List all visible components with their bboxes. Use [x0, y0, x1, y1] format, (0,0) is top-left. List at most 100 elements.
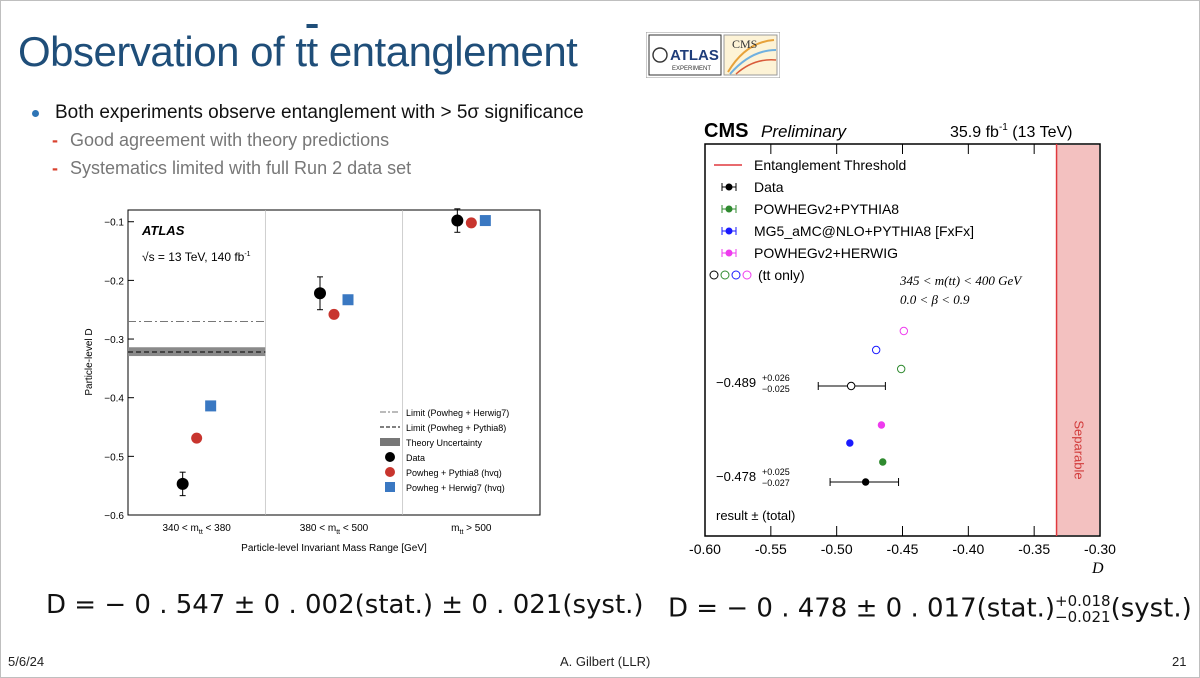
atlas-legend-label: Powheg + Herwig7 (hvq)	[406, 483, 505, 493]
dash-icon: -	[52, 157, 58, 178]
footer-page: 21	[1172, 654, 1187, 669]
subbullet-2: - Systematics limited with full Run 2 dat…	[32, 154, 672, 182]
cms-plot-frame	[704, 143, 1101, 537]
cms-legend-swatch	[725, 205, 733, 213]
atlas-energy-sup: -1	[244, 251, 250, 258]
atlas-ytick-label: −0.2	[104, 276, 124, 287]
cms-filled-point	[877, 421, 886, 429]
cms-legend-label: POWHEGv2+PYTHIA8	[754, 201, 899, 217]
atlas-point-data	[176, 477, 189, 490]
atlas-energy: √s = 13 TeV, 140 fb-1	[142, 250, 251, 264]
atlas-point-pythia8	[465, 217, 477, 229]
experiment-logos: ATLAS EXPERIMENT CMS	[646, 32, 780, 78]
equation-cms-syst-range: +0.018 −0.021	[1055, 593, 1111, 625]
cms-filled-point	[846, 439, 854, 447]
atlas-logo-text: ATLAS	[670, 47, 719, 64]
equation-cms-tail: (syst.)	[1110, 593, 1192, 624]
atlas-ytick-label: −0.5	[104, 452, 124, 463]
atlas-legend-swatch	[385, 452, 395, 462]
cms-result-up: +0.026	[762, 373, 790, 383]
atlas-ytick-label: −0.1	[104, 218, 124, 229]
cms-xtick-label: -0.45	[887, 541, 919, 557]
cms-legend-swatch	[725, 249, 733, 257]
cms-lumi-sup: -1	[999, 122, 1008, 133]
atlas-point-data	[451, 214, 464, 227]
atlas-xtick-label: 340 < mtt < 380	[162, 523, 231, 536]
slide-title: Observation of tt entanglement	[18, 28, 578, 76]
atlas-ytick-label: −0.3	[104, 335, 124, 346]
atlas-legend-label: Data	[406, 453, 425, 463]
cms-legend-label: Data	[754, 179, 784, 195]
title-pre: Observation of t	[18, 28, 307, 75]
cms-open-point	[899, 326, 909, 336]
title-post: entanglement	[317, 28, 578, 75]
cms-result-value: −0.478	[716, 469, 756, 484]
atlas-figure-icon	[652, 47, 668, 63]
cms-legend-open-swatch	[742, 270, 752, 280]
atlas-point-herwig7	[342, 294, 354, 306]
atlas-energy-text: √s = 13 TeV, 140 fb	[142, 250, 245, 264]
cms-result-value: −0.489	[716, 375, 756, 390]
equation-atlas: D = − 0 . 547 ± 0 . 002(stat.) ± 0 . 021…	[46, 590, 644, 620]
atlas-legend-label: Theory Uncertainty	[406, 438, 483, 448]
cms-label-sub: Preliminary	[761, 122, 848, 141]
cms-logo-text: CMS	[732, 37, 757, 51]
atlas-xlabel: Particle-level Invariant Mass Range [GeV…	[241, 543, 427, 554]
bullet-text: Both experiments observe entanglement wi…	[55, 102, 584, 123]
atlas-xtick-label: mtt > 500	[451, 523, 492, 536]
atlas-chart: −0.1 −0.2 −0.3 −0.4 −0.5 −0.6 340 < mtt < 380 3…	[84, 208, 541, 554]
atlas-legend-swatch	[385, 467, 395, 477]
cms-xtick-label: -0.50	[821, 541, 853, 557]
footer-author: A. Gilbert (LLR)	[560, 654, 651, 669]
atlas-logo	[648, 34, 722, 76]
atlas-point-herwig7	[479, 215, 491, 227]
atlas-logo-sub: EXPERIMENT	[672, 66, 711, 72]
title-tbar: t	[306, 28, 318, 75]
atlas-ytick-label: −0.6	[104, 511, 124, 522]
subbullet-1: - Good agreement with theory predictions	[32, 126, 672, 154]
cms-selection-beta: 0.0 < β < 0.9	[900, 292, 970, 307]
cms-legend-label: MG5_aMC@NLO+PYTHIA8 [FxFx]	[754, 223, 974, 239]
cms-xlabel: D	[1091, 560, 1104, 577]
atlas-legend-label: Limit (Powheg + Pythia8)	[406, 423, 506, 433]
cms-xtick-label: -0.60	[689, 541, 721, 557]
equation-cms-main: D = − 0 . 478 ± 0 . 017(stat.)	[668, 593, 1056, 624]
cms-result-down: −0.025	[762, 384, 790, 394]
cms-open-point	[871, 345, 881, 355]
bullet-dot-icon	[32, 109, 39, 117]
cms-lumi-text: 35.9 fb	[950, 124, 999, 141]
cms-xtick-label: -0.55	[755, 541, 787, 557]
cms-filled-data-point	[861, 478, 870, 486]
atlas-ylabel: Particle-level D	[84, 328, 95, 395]
cms-xtick-label: -0.40	[952, 541, 984, 557]
atlas-legend-label: Limit (Powheg + Herwig7)	[406, 408, 509, 418]
cms-result-label: result ± (total)	[716, 508, 795, 523]
subbullet-text: Good agreement with theory predictions	[70, 129, 390, 150]
cms-open-point	[896, 364, 906, 374]
cms-filled-point	[879, 458, 887, 466]
cms-xtick-label: -0.30	[1084, 541, 1116, 557]
atlas-legend-swatch	[385, 482, 395, 492]
atlas-point-data	[314, 287, 326, 300]
cms-selection-mass: 345 < m(tt) < 400 GeV	[899, 273, 1023, 288]
atlas-plot-frame	[127, 209, 541, 516]
bullet-list: Both experiments observe entanglement wi…	[32, 100, 672, 182]
cms-legend-swatch	[725, 227, 733, 235]
bullet-main: Both experiments observe entanglement wi…	[32, 100, 672, 126]
cms-result-up: +0.025	[762, 467, 790, 477]
cms-chart: CMS Preliminary 35.9 fb-1 (13 TeV) Separ…	[689, 120, 1116, 577]
equation-cms: D = − 0 . 478 ± 0 . 017(stat.) +0.018 −0.0…	[668, 593, 1192, 625]
cms-legend-open-label: (tt only)	[758, 267, 805, 283]
cms-open-data-point	[846, 381, 856, 391]
equation-cms-up: +0.018	[1055, 592, 1111, 610]
cms-legend-label: POWHEGv2+HERWIG	[754, 245, 898, 261]
footer-date: 5/6/24	[8, 654, 45, 669]
cms-legend-open-swatch	[709, 270, 719, 280]
cms-lumi-tail: (13 TeV)	[1008, 124, 1073, 141]
cms-xtick-label: -0.35	[1018, 541, 1050, 557]
cms-result-down: −0.027	[762, 478, 790, 488]
cms-legend-label: Entanglement Threshold	[754, 157, 906, 173]
atlas-point-pythia8	[328, 308, 340, 320]
equation-cms-down: −0.021	[1055, 608, 1111, 626]
atlas-ytick-label: −0.4	[104, 394, 124, 405]
